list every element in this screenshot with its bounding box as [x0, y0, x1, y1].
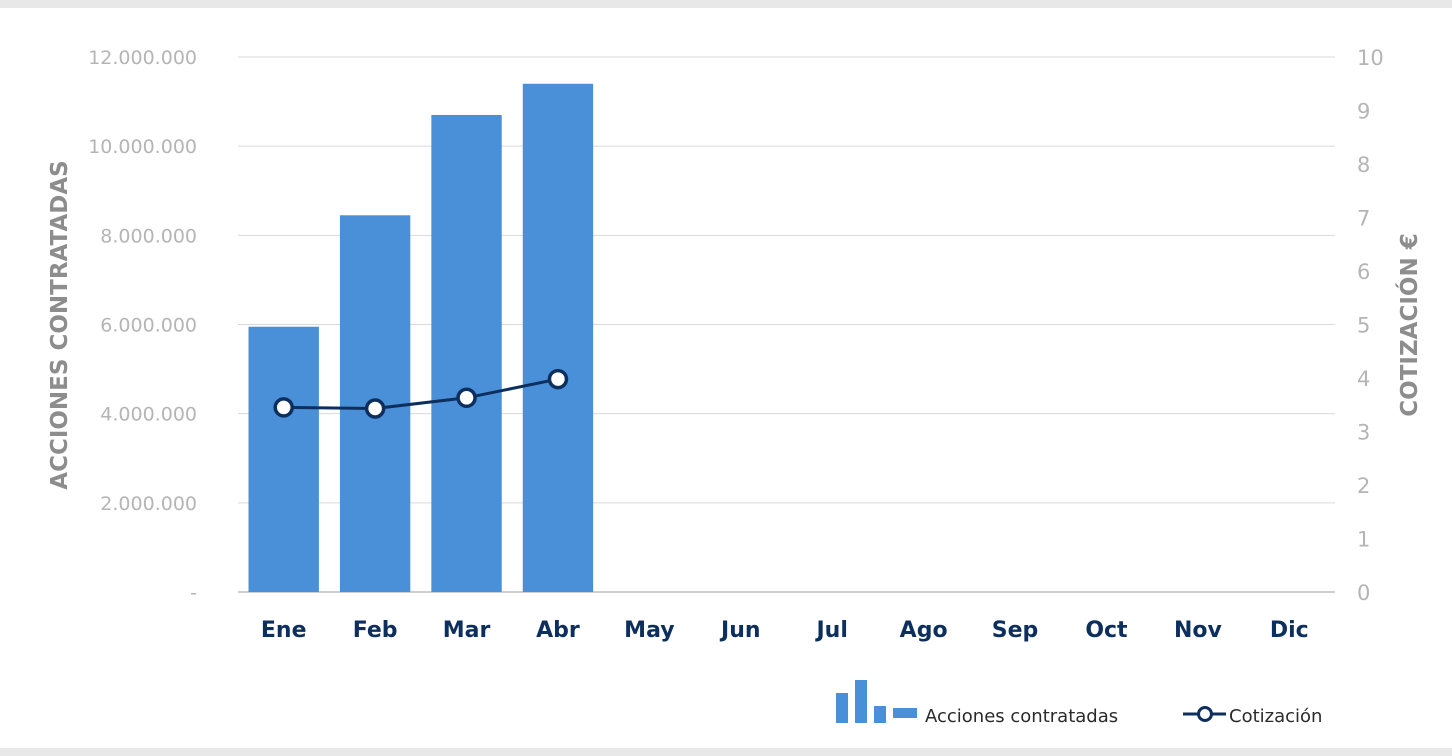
bar-mar: [431, 114, 502, 592]
legend-line-label: Cotización: [1229, 706, 1322, 727]
category-label: Feb: [353, 618, 398, 643]
right-axis-tick-label: 2: [1357, 474, 1370, 498]
category-labels: Ene Feb Mar Abr May Jun Jul Ago Sep Oct Nov Dic: [261, 618, 1309, 643]
cotizacion-point: [364, 398, 386, 419]
category-label: Jun: [719, 618, 761, 643]
category-label: Dic: [1270, 618, 1309, 643]
category-label: Jul: [815, 618, 848, 643]
right-axis-tick-label: 3: [1357, 421, 1370, 445]
category-label: Oct: [1085, 618, 1128, 643]
right-axis-ticks: 0 1 2 3 4 5 6 7 8 9 10: [1357, 46, 1384, 605]
right-axis-tick-label: 7: [1357, 207, 1370, 231]
category-label: Abr: [536, 618, 580, 643]
right-axis-tick-label: 10: [1357, 46, 1384, 70]
right-axis-tick-label: 5: [1357, 314, 1370, 338]
bar-ene: [248, 326, 319, 592]
top-border: [0, 0, 1452, 8]
cotizacion-point: [273, 397, 294, 418]
cotizacion-line: [283, 377, 559, 410]
legend-line-icon: [1183, 706, 1226, 722]
left-axis-tick-label: 6.000.000: [100, 315, 197, 337]
left-axis-title: ACCIONES CONTRATADAS: [47, 160, 73, 489]
legend: Acciones contratadas Cotización: [836, 680, 1322, 727]
category-label: Mar: [443, 618, 491, 643]
left-axis-tick-label: -: [190, 582, 197, 604]
right-axis-tick-label: 0: [1357, 581, 1370, 605]
line-series: [273, 368, 569, 419]
legend-bar-icon: [836, 680, 917, 723]
right-axis-tick-label: 8: [1357, 153, 1370, 177]
category-label: Ene: [261, 618, 307, 643]
cotizacion-point: [547, 368, 569, 390]
left-axis-tick-label: 2.000.000: [100, 493, 197, 515]
right-axis-tick-label: 9: [1357, 100, 1370, 124]
left-axis-tick-label: 4.000.000: [100, 404, 197, 426]
category-label: Sep: [992, 618, 1039, 643]
right-axis-tick-label: 4: [1357, 367, 1370, 391]
right-axis-tick-label: 6: [1357, 260, 1370, 284]
gridlines: [238, 56, 1335, 593]
legend-bar-label: Acciones contratadas: [925, 706, 1118, 727]
bar-series: [248, 83, 594, 593]
category-label: Ago: [900, 618, 948, 643]
right-axis-tick-label: 1: [1357, 528, 1370, 552]
right-axis-title: COTIZACIÓN €: [1395, 233, 1423, 416]
category-label: May: [624, 618, 674, 643]
left-axis-tick-label: 12.000.000: [88, 47, 197, 69]
left-axis-tick-label: 10.000.000: [88, 136, 197, 158]
left-axis-ticks: - 2.000.000 4.000.000 6.000.000 8.000.000 10.…: [88, 47, 197, 604]
category-label: Nov: [1174, 618, 1223, 643]
bottom-border: [0, 748, 1452, 756]
bar-abr: [522, 83, 594, 592]
cotizacion-point: [456, 387, 477, 409]
left-axis-tick-label: 8.000.000: [100, 225, 197, 247]
